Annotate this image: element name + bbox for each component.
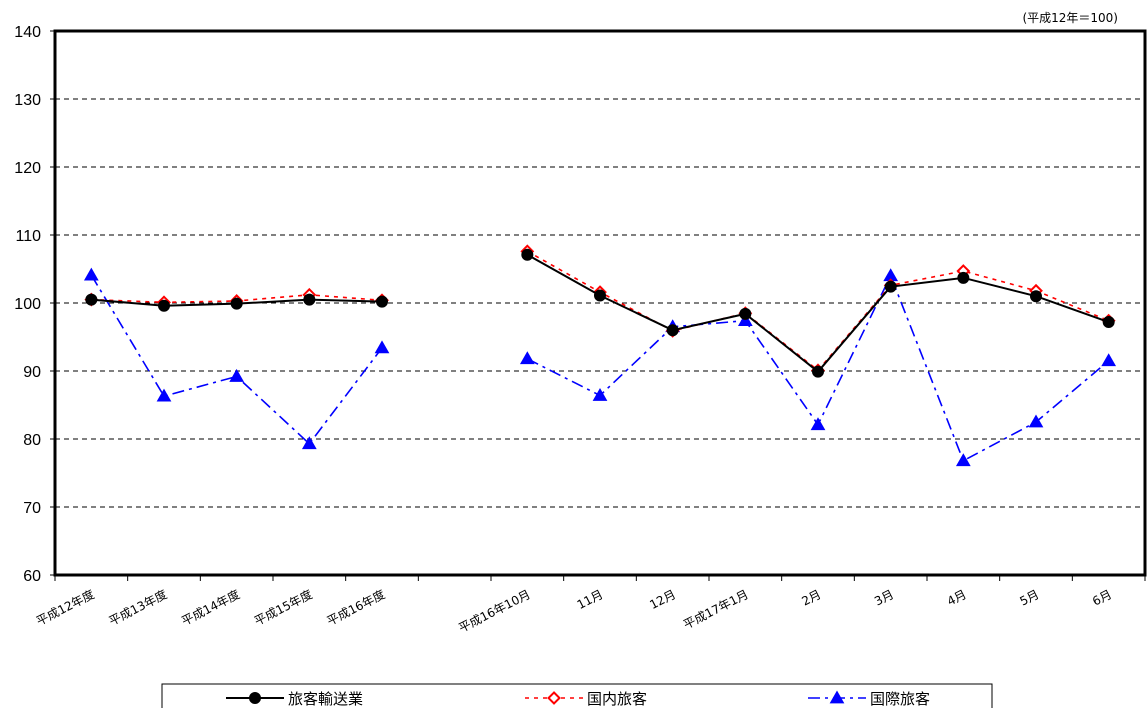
legend-item: 国際旅客 bbox=[808, 690, 930, 708]
data-point bbox=[1101, 353, 1117, 367]
series-line bbox=[526, 253, 1110, 374]
x-tick-label: 11月 bbox=[575, 587, 606, 612]
legend-label: 国内旅客 bbox=[587, 690, 647, 708]
x-tick-label: 3月 bbox=[872, 587, 896, 608]
legend-label: 国際旅客 bbox=[870, 690, 930, 708]
data-point bbox=[592, 387, 608, 401]
series-line bbox=[526, 250, 1109, 372]
x-tick-label: 5月 bbox=[1018, 587, 1042, 608]
data-point bbox=[229, 368, 245, 382]
x-tick-label: 12月 bbox=[647, 587, 678, 612]
series-circle bbox=[85, 248, 1115, 378]
y-tick-label: 90 bbox=[23, 364, 41, 381]
data-point bbox=[594, 289, 606, 302]
unit-note: (平成12年＝100) bbox=[1022, 11, 1118, 25]
y-tick-label: 130 bbox=[14, 92, 41, 109]
data-point bbox=[249, 692, 261, 704]
y-tick-label: 60 bbox=[23, 568, 41, 585]
data-point bbox=[230, 297, 243, 310]
data-point bbox=[666, 324, 679, 337]
data-point bbox=[1028, 414, 1044, 428]
legend-box bbox=[161, 683, 993, 708]
y-tick-label: 140 bbox=[14, 24, 41, 41]
data-point bbox=[1030, 290, 1042, 303]
data-point bbox=[547, 691, 561, 705]
x-tick-label: 平成16年度 bbox=[324, 586, 387, 628]
data-point bbox=[812, 365, 824, 378]
data-point bbox=[303, 293, 316, 306]
legend-item: 旅客輸送業 bbox=[226, 690, 363, 708]
data-point bbox=[301, 436, 317, 450]
legend: 旅客輸送業 国内旅客 国際旅客 bbox=[161, 683, 993, 708]
axes: 60 70 80 90 100 110 120 130 140 平成12年度 平成13年度 平成14年… bbox=[14, 24, 1147, 635]
legend-item: 国内旅客 bbox=[525, 690, 647, 708]
plot-area-border bbox=[53, 29, 1147, 577]
x-tick-label: 平成15年度 bbox=[252, 586, 315, 628]
data-point bbox=[829, 690, 845, 704]
data-point bbox=[519, 351, 535, 365]
data-point bbox=[957, 271, 970, 284]
data-point bbox=[376, 295, 388, 308]
data-point bbox=[85, 293, 98, 306]
x-tick-label: 平成17年1月 bbox=[681, 587, 751, 632]
data-point bbox=[521, 248, 534, 261]
legend-label: 旅客輸送業 bbox=[288, 690, 363, 708]
data-point bbox=[83, 267, 99, 281]
data-point bbox=[884, 280, 897, 293]
series-group bbox=[83, 244, 1117, 467]
data-point bbox=[374, 340, 390, 354]
y-tick-label: 70 bbox=[23, 500, 41, 517]
series-diamond-open bbox=[84, 244, 1116, 378]
x-tick-label: 平成16年10月 bbox=[456, 587, 532, 635]
y-tick-label: 120 bbox=[14, 160, 41, 177]
data-point bbox=[739, 307, 752, 320]
x-tick-label: 6月 bbox=[1090, 587, 1114, 608]
y-tick-label: 110 bbox=[15, 228, 41, 245]
data-point bbox=[955, 453, 971, 467]
x-tick-label: 2月 bbox=[800, 587, 824, 608]
data-point bbox=[810, 417, 826, 431]
data-point bbox=[158, 299, 170, 312]
x-tick-label: 平成12年度 bbox=[34, 586, 97, 628]
series-line bbox=[90, 274, 383, 445]
x-tick-label: 平成14年度 bbox=[179, 586, 242, 628]
x-tick-label: 4月 bbox=[945, 587, 969, 608]
grid-lines bbox=[55, 98, 1145, 508]
x-tick-label: 平成13年度 bbox=[106, 586, 169, 628]
y-tick-label: 100 bbox=[14, 296, 41, 313]
data-point bbox=[1102, 316, 1115, 329]
data-point bbox=[156, 388, 172, 402]
y-tick-label: 80 bbox=[23, 432, 41, 449]
